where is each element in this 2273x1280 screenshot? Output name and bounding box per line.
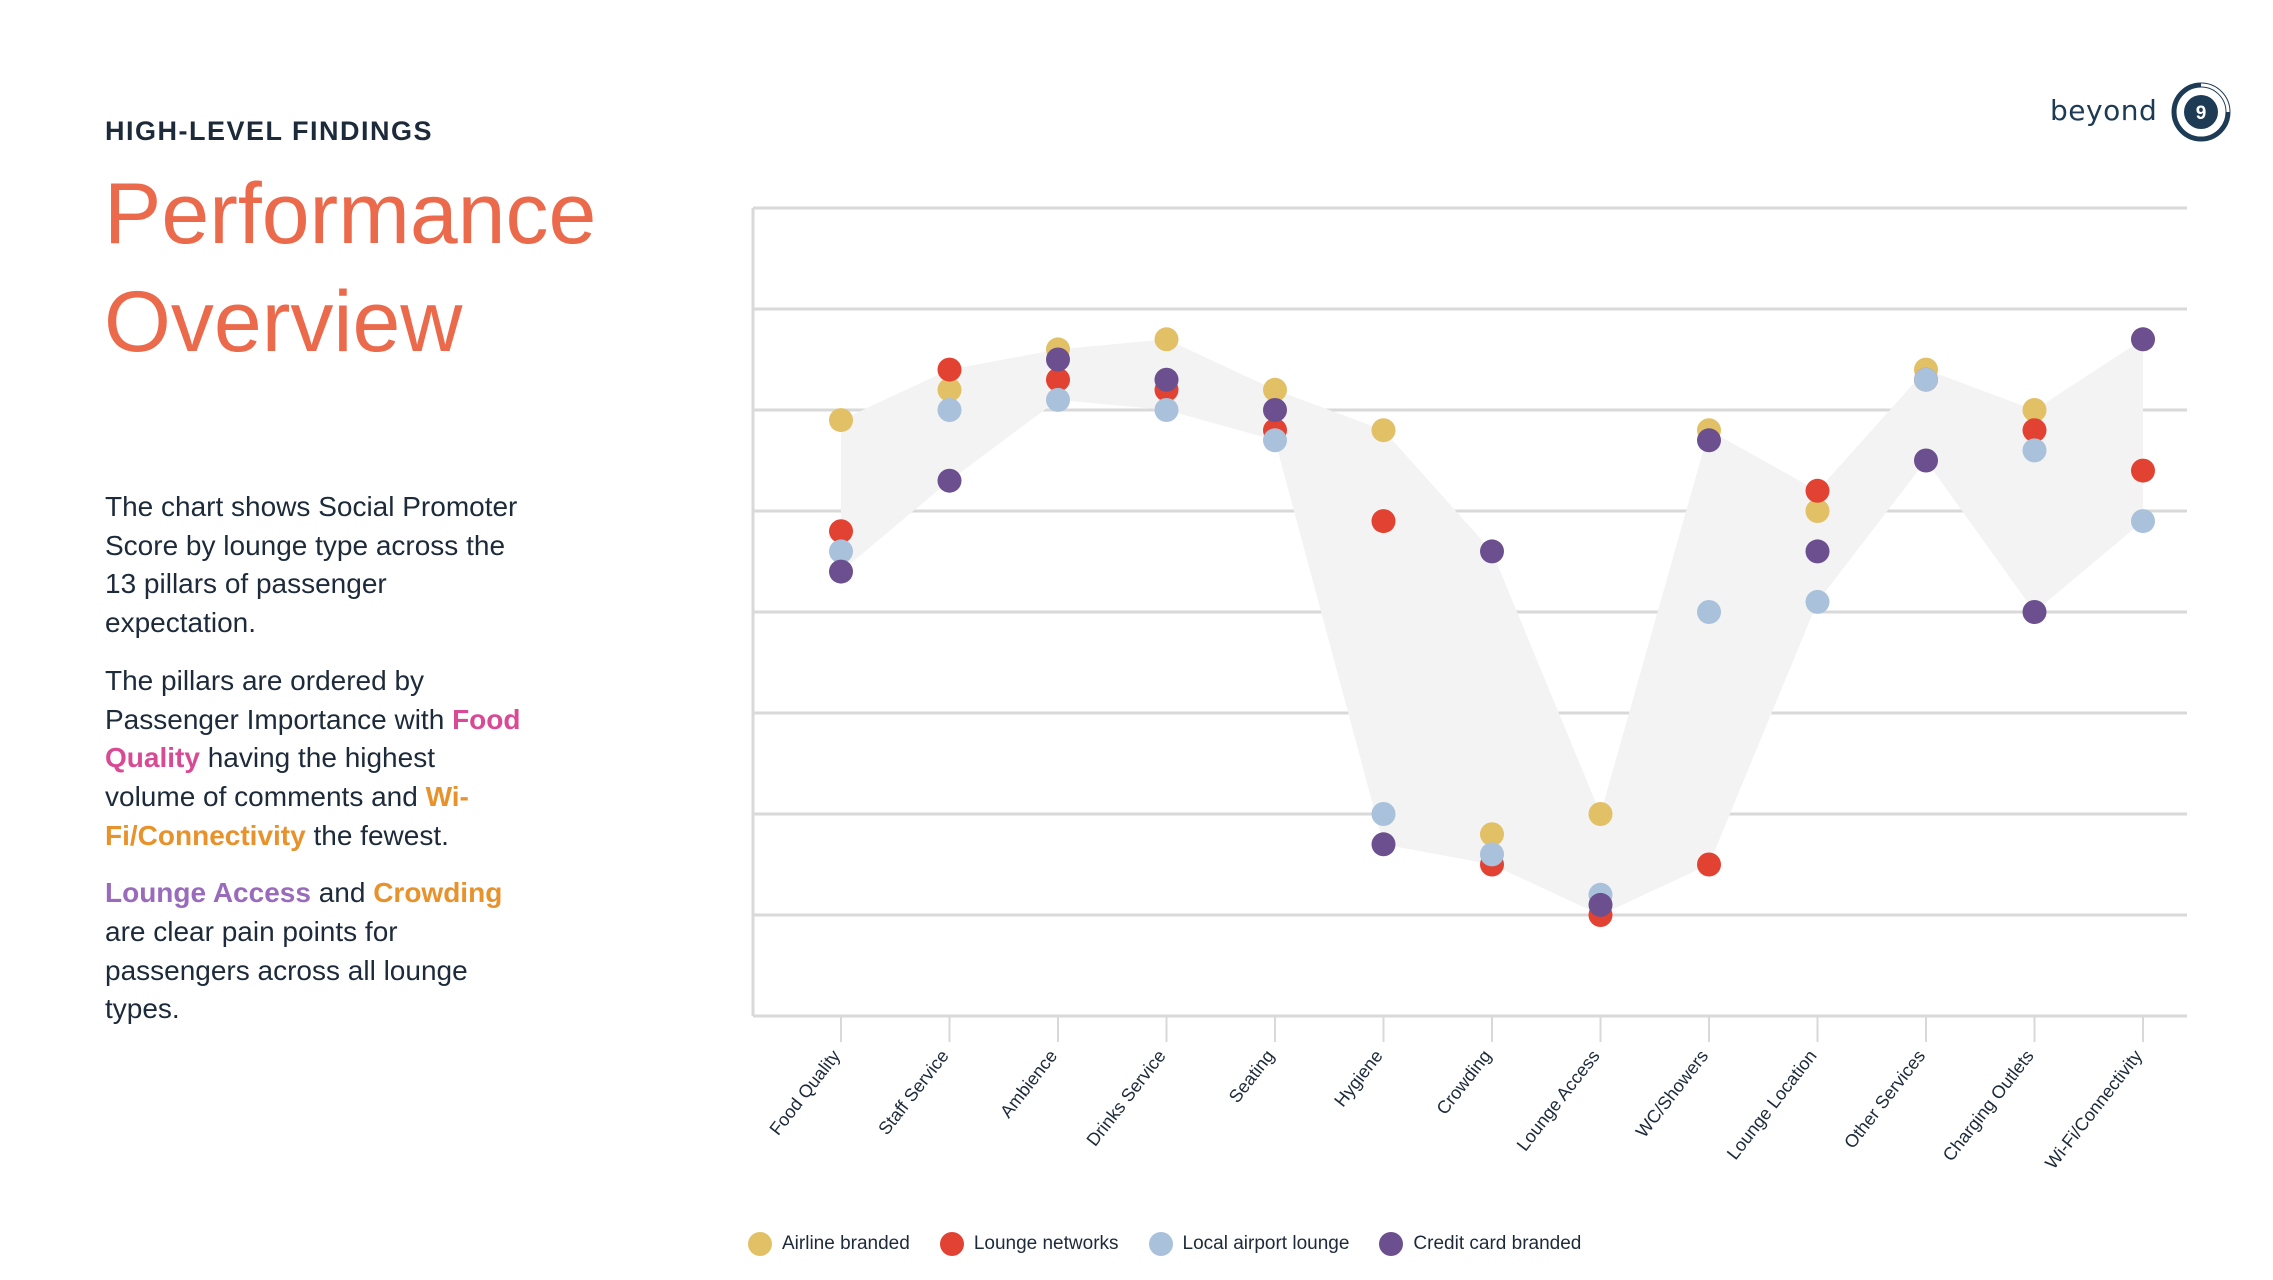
description-text: The chart shows Social Promoter Score by… bbox=[105, 488, 525, 1048]
x-tick-label: Drinks Service bbox=[1082, 1046, 1169, 1150]
p2-text-c: the fewest. bbox=[305, 819, 449, 851]
description-paragraph-3: Lounge Access and Crowding are clear pai… bbox=[105, 874, 525, 1029]
data-point-series-3 bbox=[1914, 367, 1938, 392]
page-title-line-2: Overview bbox=[104, 274, 463, 370]
data-point-series-3 bbox=[1371, 802, 1396, 826]
legend-item-local: Local airport lounge bbox=[1148, 1232, 1350, 1256]
p3-text-b: are clear pain points for passengers acr… bbox=[105, 916, 468, 1025]
data-point-series-1 bbox=[1154, 327, 1179, 352]
data-point-series-2 bbox=[1046, 367, 1070, 392]
legend-swatch-credit bbox=[1379, 1232, 1404, 1256]
data-point-series-3 bbox=[937, 398, 962, 422]
data-point-series-1 bbox=[1588, 802, 1613, 826]
data-point-series-4 bbox=[1046, 347, 1070, 372]
legend-item-credit: Credit card branded bbox=[1379, 1232, 1581, 1256]
data-point-series-3 bbox=[1046, 387, 1070, 412]
x-tick-label: Crowding bbox=[1433, 1046, 1496, 1118]
legend-label-local: Local airport lounge bbox=[1182, 1233, 1350, 1254]
legend-item-networks: Lounge networks bbox=[939, 1232, 1119, 1256]
data-point-series-2 bbox=[829, 519, 853, 544]
data-point-series-4 bbox=[1914, 448, 1938, 473]
x-tick-label: Seating bbox=[1225, 1046, 1278, 1106]
x-tick-label: Other Services bbox=[1840, 1046, 1929, 1152]
data-point-series-4 bbox=[1588, 892, 1613, 917]
chart-legend: Airline branded Lounge networks Local ai… bbox=[748, 1232, 1611, 1256]
data-point-series-3 bbox=[1805, 589, 1830, 614]
data-point-series-1 bbox=[1371, 418, 1396, 443]
highlight-wifi: Wi-Fi/Connectivity bbox=[105, 780, 469, 851]
x-tick-label: Hygiene bbox=[1330, 1046, 1386, 1110]
data-point-series-1 bbox=[1805, 499, 1830, 523]
description-paragraph-1: The chart shows Social Promoter Score by… bbox=[105, 491, 518, 639]
description-paragraph-2: The pillars are ordered by Passenger Imp… bbox=[105, 662, 525, 856]
highlight-crowding: Crowding bbox=[373, 877, 503, 909]
legend-swatch-networks bbox=[939, 1232, 964, 1256]
data-point-series-1 bbox=[1263, 377, 1287, 402]
x-tick-label: Staff Service bbox=[874, 1046, 952, 1138]
brand-logo: beyond 9 bbox=[2050, 82, 2231, 142]
data-point-series-1 bbox=[2022, 398, 2047, 422]
data-point-series-4 bbox=[829, 559, 853, 584]
data-point-series-3 bbox=[2131, 509, 2155, 534]
legend-label-networks: Lounge networks bbox=[973, 1233, 1119, 1254]
legend-item-airline: Airline branded bbox=[748, 1232, 910, 1256]
page-title-line-1: Performance bbox=[104, 166, 597, 262]
data-point-series-1 bbox=[937, 377, 962, 402]
data-point-series-3 bbox=[1480, 842, 1504, 867]
legend-swatch-local bbox=[1148, 1232, 1173, 1256]
logo-wordmark: beyond bbox=[2050, 93, 2158, 127]
page-title: Performance Overview bbox=[104, 160, 724, 376]
section-eyebrow: HIGH-LEVEL FINDINGS bbox=[105, 116, 434, 146]
range-band bbox=[841, 339, 2143, 915]
x-tick-label: Ambience bbox=[996, 1046, 1061, 1121]
highlight-food-quality: Food Quality bbox=[105, 703, 521, 774]
data-point-series-4 bbox=[1805, 539, 1830, 564]
data-point-series-2 bbox=[2022, 418, 2047, 443]
data-point-series-3 bbox=[1263, 428, 1287, 453]
data-point-series-1 bbox=[1480, 822, 1504, 847]
data-point-series-3 bbox=[1154, 398, 1179, 422]
legend-label-airline: Airline branded bbox=[782, 1233, 910, 1254]
x-tick-label: Lounge Location bbox=[1723, 1046, 1821, 1163]
highlight-lounge-access: Lounge Access bbox=[105, 877, 311, 909]
data-point-series-2 bbox=[1697, 852, 1721, 877]
x-tick-label: Food Quality bbox=[766, 1046, 845, 1139]
data-point-series-1 bbox=[829, 408, 853, 433]
data-point-series-4 bbox=[2022, 600, 2047, 624]
data-point-series-4 bbox=[1697, 428, 1721, 453]
x-tick-label: WC/Showers bbox=[1632, 1046, 1712, 1141]
x-tick-label: Lounge Access bbox=[1513, 1046, 1604, 1155]
data-point-series-2 bbox=[2131, 458, 2155, 483]
data-point-series-3 bbox=[2022, 438, 2047, 463]
data-point-series-4 bbox=[2131, 327, 2155, 352]
logo-badge-number: 9 bbox=[2196, 103, 2207, 124]
data-point-series-2 bbox=[1371, 509, 1396, 534]
data-point-series-3 bbox=[1697, 600, 1721, 624]
x-tick-label: Wi-Fi/Connectivity bbox=[2041, 1046, 2146, 1173]
data-point-series-2 bbox=[937, 357, 962, 382]
data-point-series-4 bbox=[1480, 539, 1504, 564]
data-point-series-4 bbox=[937, 468, 962, 493]
data-point-series-2 bbox=[1805, 478, 1830, 503]
data-point-series-3 bbox=[829, 539, 853, 564]
p2-text-a: The pillars are ordered by Passenger Imp… bbox=[105, 664, 453, 735]
data-point-series-4 bbox=[1263, 398, 1287, 422]
legend-label-credit: Credit card branded bbox=[1413, 1233, 1582, 1254]
x-tick-label: Charging Outlets bbox=[1939, 1046, 2038, 1165]
data-point-series-4 bbox=[1154, 367, 1179, 392]
data-point-series-4 bbox=[1371, 832, 1396, 857]
p2-text-b: having the highest volume of comments an… bbox=[105, 742, 435, 812]
p3-text-a: and bbox=[310, 877, 374, 909]
legend-swatch-airline bbox=[748, 1232, 772, 1256]
logo-badge-icon: 9 bbox=[2171, 82, 2231, 142]
